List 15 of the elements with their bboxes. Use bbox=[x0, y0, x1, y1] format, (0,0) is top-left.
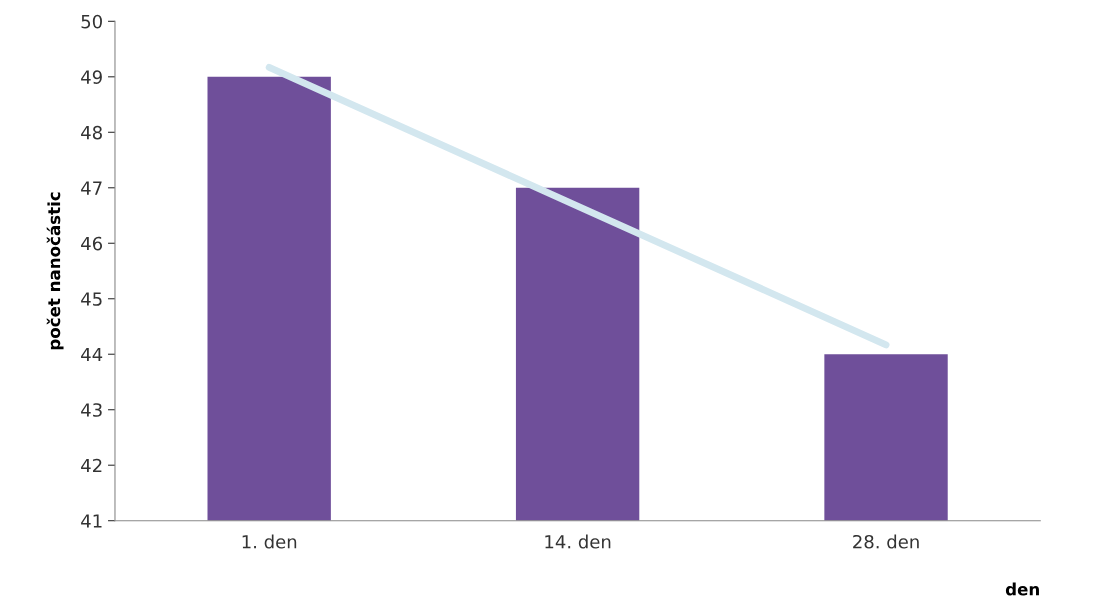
y-axis-title: počet nanočástic bbox=[46, 192, 64, 350]
x-axis-title: den bbox=[1005, 582, 1039, 596]
x-tick-label: 1. den bbox=[242, 534, 297, 549]
y-tick-label: 48 bbox=[81, 125, 102, 140]
y-tick-label: 41 bbox=[81, 514, 102, 528]
y-tick-label: 42 bbox=[81, 458, 102, 473]
y-tick-label: 47 bbox=[81, 181, 102, 195]
y-tick-label: 43 bbox=[81, 403, 102, 417]
x-tick-label: 14. den bbox=[545, 534, 611, 549]
y-tick-label: 46 bbox=[81, 236, 103, 251]
y-tick-label: 50 bbox=[81, 14, 102, 29]
y-tick-label: 49 bbox=[81, 70, 102, 84]
x-tick-label: 28. den bbox=[853, 534, 919, 549]
y-tick-label: 45 bbox=[81, 292, 102, 306]
y-tick-label: 44 bbox=[81, 347, 103, 362]
